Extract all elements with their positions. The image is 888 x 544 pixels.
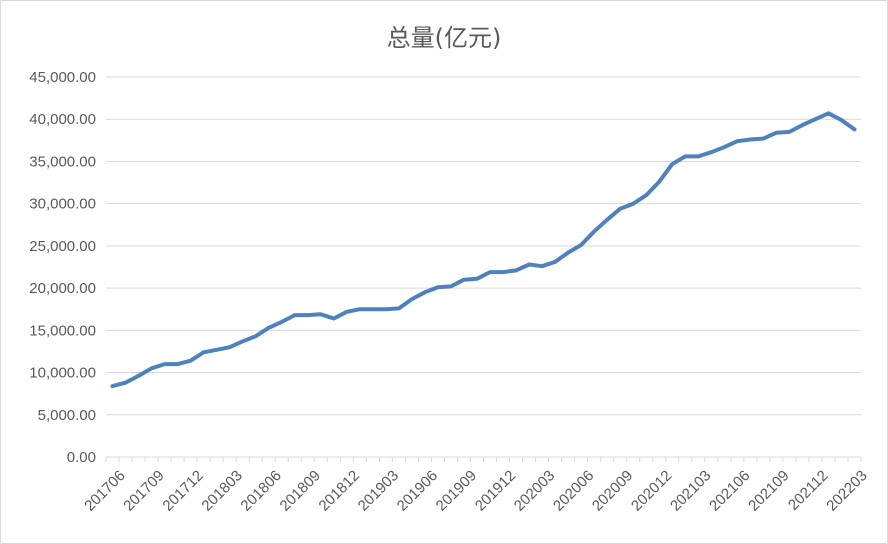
data-point xyxy=(202,350,206,354)
data-point xyxy=(384,307,388,311)
data-point xyxy=(501,270,505,274)
y-axis-ticks: 0.00 5,000.00 10,000.00 15,000.00 20,000.00 2… xyxy=(29,69,96,466)
y-tick-label: 35,000.00 xyxy=(29,153,96,170)
data-point xyxy=(722,145,726,149)
data-point xyxy=(150,366,154,370)
data-point xyxy=(267,326,271,330)
data-point xyxy=(475,277,479,281)
chart-title: 总量(亿元) xyxy=(386,24,502,52)
data-point xyxy=(709,150,713,154)
data-point xyxy=(553,260,557,264)
data-point xyxy=(826,111,830,115)
x-tick-label: 201912 xyxy=(472,467,519,514)
x-tick-label: 201812 xyxy=(316,467,363,514)
data-point xyxy=(176,362,180,366)
data-point xyxy=(852,127,856,131)
data-point xyxy=(800,123,804,127)
data-point xyxy=(436,285,440,289)
data-point xyxy=(111,384,115,388)
data-point xyxy=(748,137,752,141)
x-tick-label: 201903 xyxy=(355,467,402,514)
data-point xyxy=(540,264,544,268)
data-point xyxy=(410,297,414,301)
x-tick-label: 202012 xyxy=(628,467,675,514)
data-point xyxy=(683,154,687,158)
data-point xyxy=(774,131,778,135)
data-point xyxy=(566,251,570,255)
data-point xyxy=(670,162,674,166)
data-point xyxy=(319,312,323,316)
data-point xyxy=(761,137,765,141)
x-tick-label: 201909 xyxy=(433,467,480,514)
gridlines xyxy=(105,76,862,462)
y-tick-label: 25,000.00 xyxy=(29,238,96,255)
data-point xyxy=(488,270,492,274)
data-point xyxy=(449,284,453,288)
data-point xyxy=(839,118,843,122)
data-point xyxy=(618,207,622,211)
data-point xyxy=(579,243,583,247)
data-point xyxy=(163,362,167,366)
data-point xyxy=(397,306,401,310)
y-tick-label: 45,000.00 xyxy=(29,69,96,86)
series-line xyxy=(110,111,857,389)
data-point xyxy=(423,290,427,294)
x-tick-label: 202109 xyxy=(745,467,792,514)
y-tick-label: 0.00 xyxy=(67,449,96,466)
x-tick-label: 202009 xyxy=(589,467,636,514)
x-tick-label: 202103 xyxy=(667,467,714,514)
data-point xyxy=(787,130,791,134)
x-tick-label: 201806 xyxy=(237,467,284,514)
x-tick-label: 201809 xyxy=(277,467,324,514)
data-point xyxy=(228,345,232,349)
x-tick-label: 201706 xyxy=(81,467,128,514)
data-point xyxy=(189,359,193,363)
y-tick-label: 15,000.00 xyxy=(29,322,96,339)
y-tick-label: 10,000.00 xyxy=(29,365,96,382)
series-line-group xyxy=(110,111,857,389)
data-point xyxy=(657,180,661,184)
x-tick-label: 201709 xyxy=(120,467,167,514)
data-point xyxy=(592,230,596,234)
data-point xyxy=(527,262,531,266)
x-tick-label: 202106 xyxy=(706,467,753,514)
x-tick-label: 202003 xyxy=(511,467,558,514)
y-tick-label: 30,000.00 xyxy=(29,196,96,213)
x-tick-label: 201803 xyxy=(198,467,245,514)
data-point xyxy=(137,374,141,378)
data-point xyxy=(631,202,635,206)
x-tick-label: 201906 xyxy=(394,467,441,514)
x-axis-ticks: 2017062017092017122018032018062018092018… xyxy=(81,467,870,514)
data-point xyxy=(696,154,700,158)
data-point xyxy=(735,139,739,143)
data-point xyxy=(345,310,349,314)
data-point xyxy=(124,381,128,385)
data-point xyxy=(241,339,245,343)
data-point xyxy=(605,218,609,222)
x-tick-label: 202006 xyxy=(550,467,597,514)
data-point xyxy=(644,193,648,197)
data-point xyxy=(371,307,375,311)
y-tick-label: 20,000.00 xyxy=(29,280,96,297)
y-tick-label: 40,000.00 xyxy=(29,111,96,128)
data-point xyxy=(293,313,297,317)
y-tick-label: 5,000.00 xyxy=(38,407,96,424)
data-point xyxy=(306,313,310,317)
data-point xyxy=(462,278,466,282)
x-tick-label: 201712 xyxy=(159,467,206,514)
data-point xyxy=(358,307,362,311)
data-point xyxy=(254,334,258,338)
data-point xyxy=(280,320,284,324)
x-tick-label: 202112 xyxy=(785,467,832,514)
x-tick-label: 202203 xyxy=(823,467,870,514)
data-point xyxy=(514,268,518,272)
data-point xyxy=(813,117,817,121)
data-point xyxy=(332,317,336,321)
data-point xyxy=(215,348,219,352)
